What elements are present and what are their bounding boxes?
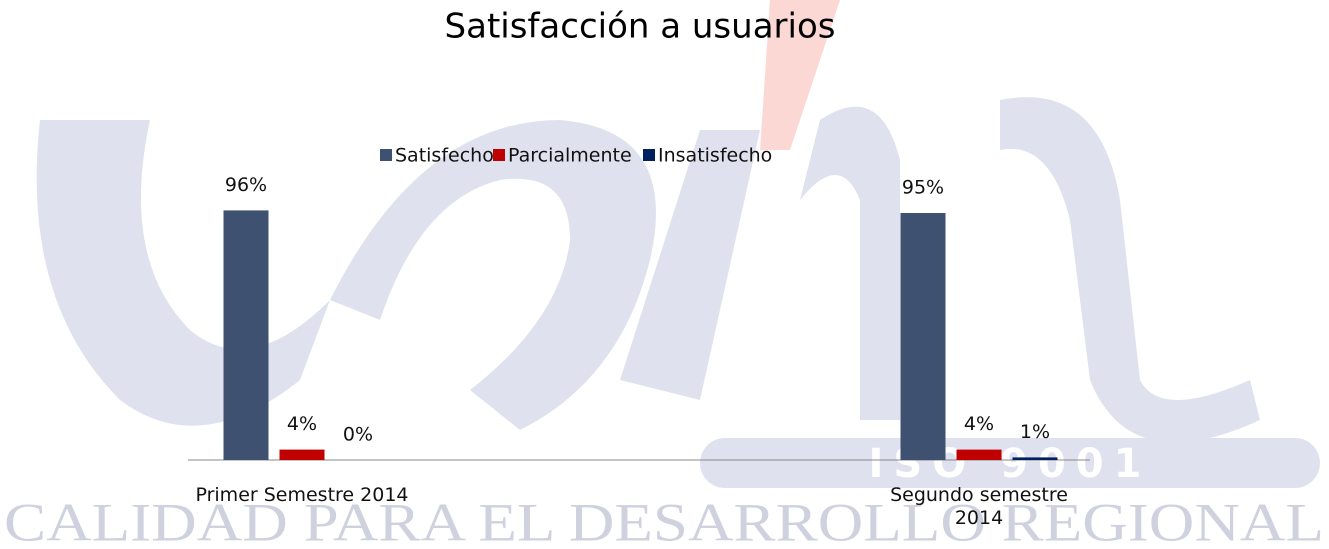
legend-label: Insatisfecho: [658, 145, 772, 167]
bar: [1012, 457, 1058, 460]
legend-label: Satisfecho: [395, 145, 494, 167]
value-label: 4%: [287, 413, 317, 435]
value-label: 1%: [1020, 421, 1050, 443]
bar: [223, 210, 269, 460]
value-label: 0%: [343, 424, 373, 446]
bar: [956, 449, 1002, 460]
x-tick-label: Segundo semestre 2014: [890, 484, 1068, 529]
value-label: 4%: [964, 413, 994, 435]
watermark-motto: CALIDAD PARA EL DESARROLLO REGIONAL: [4, 492, 1324, 549]
value-label: 95%: [902, 177, 944, 199]
legend-swatch: [380, 149, 392, 161]
legend-swatch: [643, 149, 655, 161]
value-label: 96%: [225, 174, 267, 196]
bar: [900, 213, 946, 460]
legend-swatch: [493, 149, 505, 161]
x-tick-label: Primer Semestre 2014: [195, 484, 409, 506]
legend-label: Parcialmente: [508, 145, 632, 167]
watermark-accent: [760, 0, 840, 150]
bar: [279, 449, 325, 460]
chart-title: Satisfacción a usuarios: [445, 7, 836, 47]
